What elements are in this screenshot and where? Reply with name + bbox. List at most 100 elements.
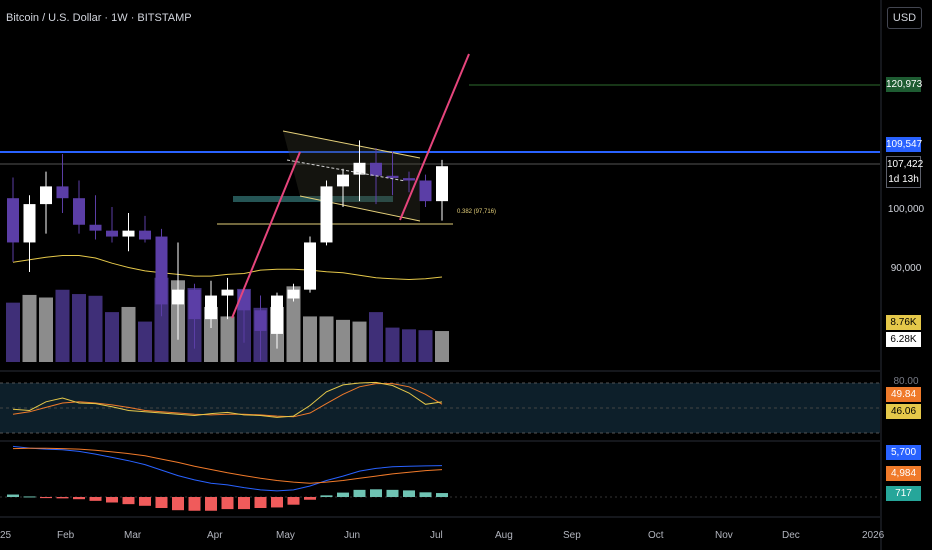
- volume-bar: [369, 312, 383, 362]
- fib-label: 0.382 (97,716): [457, 209, 497, 215]
- candle-body: [122, 230, 135, 237]
- volume-bar: [72, 294, 86, 362]
- volume-bar: [402, 329, 416, 362]
- x-tick-nov: Nov: [715, 530, 733, 541]
- candle-body: [155, 236, 168, 305]
- candle-body: [287, 289, 300, 299]
- candle-body: [353, 162, 366, 175]
- volume-bar: [352, 321, 367, 362]
- arrow-up-right: [399, 53, 470, 221]
- candle-body: [221, 289, 234, 296]
- volume-bar: [418, 330, 433, 362]
- candle-body: [205, 295, 217, 320]
- resistance-price-label: 109,547: [886, 137, 923, 152]
- candle-body: [172, 289, 184, 305]
- candle-body: [386, 175, 399, 179]
- arrow-up-left: [231, 151, 301, 319]
- x-tick-25: 25: [0, 530, 12, 541]
- stoch-d-label: 46.06: [886, 404, 921, 419]
- volume-bar: [121, 306, 136, 362]
- macd-histogram-bar: [304, 497, 316, 500]
- volume-bar: [204, 306, 218, 362]
- macd-histogram-bar: [221, 497, 234, 510]
- candle-body: [89, 224, 102, 231]
- x-tick-2026: 2026: [862, 530, 885, 541]
- candle-body: [23, 204, 36, 243]
- macd-histogram-bar: [139, 497, 151, 506]
- volume-ma-line: [12, 255, 443, 281]
- macd-histogram-bar: [7, 494, 19, 497]
- x-tick-dec: Dec: [782, 530, 800, 541]
- countdown-label: 1d 13h: [886, 172, 921, 188]
- volume-bar: [88, 295, 103, 362]
- candle-body: [304, 242, 316, 290]
- macd-histogram-bar: [287, 497, 300, 505]
- macd-line: [12, 445, 443, 492]
- candle-body: [337, 174, 349, 187]
- macd-histogram-bar: [386, 489, 399, 497]
- candle-body: [188, 289, 201, 320]
- candle-body: [7, 198, 19, 243]
- x-tick-feb: Feb: [57, 530, 75, 541]
- volume-bar: [138, 321, 152, 362]
- macd-histogram-bar: [403, 490, 415, 497]
- x-tick-oct: Oct: [648, 530, 664, 541]
- stoch-upper-tick: 80.00: [893, 376, 919, 387]
- candle-body: [73, 198, 85, 225]
- candle-body: [271, 295, 283, 334]
- channel-lower: [299, 195, 421, 222]
- macd-histogram-bar: [89, 497, 102, 501]
- signal-label: 4,984: [886, 466, 921, 481]
- current-price-label: 107,422: [886, 156, 923, 173]
- macd-histogram-bar: [337, 492, 349, 497]
- macd-histogram-bar: [172, 497, 184, 511]
- volume-bar: [286, 286, 301, 362]
- chart-title: Bitcoin / U.S. Dollar · 1W · BITSTAMP: [6, 12, 192, 24]
- histogram-label: 717: [886, 486, 921, 501]
- macd-histogram-bar: [254, 497, 267, 508]
- x-tick-mar: Mar: [124, 530, 142, 541]
- macd-histogram-bar: [370, 489, 382, 497]
- volume-bar: [220, 316, 235, 362]
- macd-histogram-bar: [122, 497, 135, 505]
- volume-bar: [39, 297, 53, 362]
- macd-histogram-bar: [188, 497, 201, 511]
- macd-histogram-bar: [271, 497, 283, 508]
- signal-line: [12, 447, 443, 484]
- currency-button[interactable]: USD: [887, 7, 922, 29]
- stoch-k-line: [12, 381, 443, 418]
- volume-bar: [22, 294, 37, 362]
- x-tick-sep: Sep: [563, 530, 581, 541]
- x-tick-aug: Aug: [495, 530, 513, 541]
- candle-body: [403, 178, 415, 181]
- candle-body: [40, 186, 52, 205]
- macd-histogram-bar: [205, 497, 217, 511]
- macd-histogram-bar: [436, 493, 448, 497]
- macd-histogram-bar: [320, 495, 333, 497]
- candle-body: [436, 166, 448, 202]
- target-price-label: 120,973: [886, 77, 923, 92]
- candle-body: [106, 230, 118, 237]
- volume-bar: [303, 316, 317, 362]
- macd-histogram-bar: [419, 492, 432, 497]
- channel-fill: [283, 131, 420, 221]
- volume-bar: [435, 331, 449, 362]
- volume-bar: [319, 316, 334, 362]
- candle-body: [254, 310, 267, 331]
- y-tick-100000: 100,000: [887, 204, 925, 215]
- x-tick-jul: Jul: [430, 530, 443, 541]
- stoch-d-line: [12, 383, 443, 418]
- macd-histogram-bar: [23, 496, 36, 498]
- y-tick-90000: 90,000: [890, 263, 922, 274]
- x-tick-apr: Apr: [207, 530, 223, 541]
- stoch-k-label: 49.84: [886, 387, 921, 402]
- macd-histogram-bar: [106, 497, 118, 503]
- x-tick-may: May: [276, 530, 295, 541]
- candle-body: [56, 186, 69, 199]
- macd-histogram-bar: [155, 497, 168, 508]
- macd-histogram-bar: [40, 497, 52, 499]
- volume-bar: [6, 302, 20, 362]
- volume-bar: [55, 289, 70, 362]
- volume-bar: [105, 312, 119, 362]
